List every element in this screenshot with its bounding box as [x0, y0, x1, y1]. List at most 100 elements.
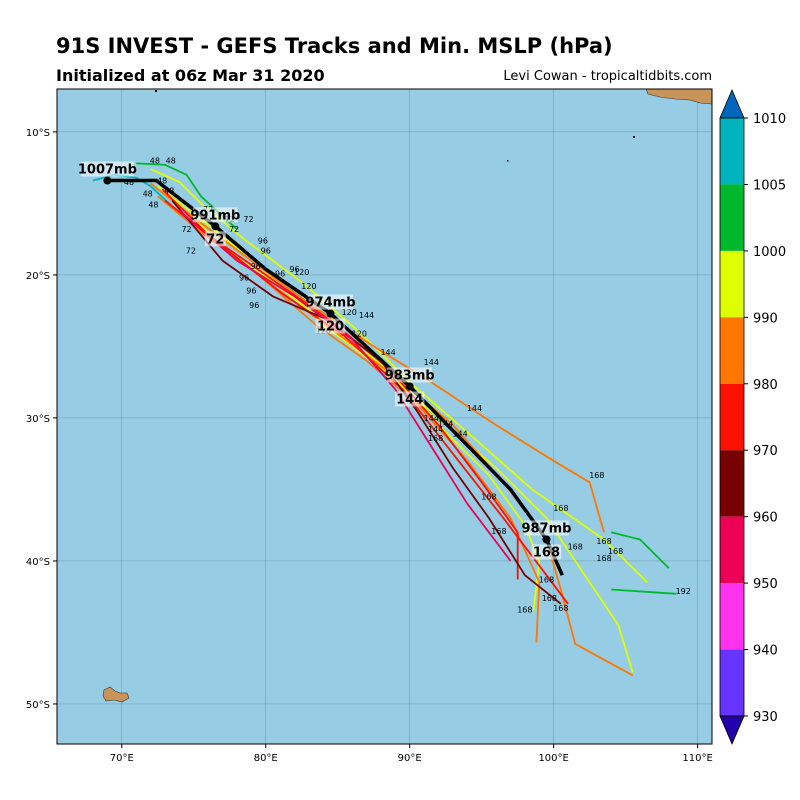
mean-hour-label: 120: [317, 320, 344, 335]
forecast-hour-label: 72: [186, 246, 196, 255]
forecast-hour-label: 96: [239, 274, 249, 283]
forecast-hour-label: 48: [148, 201, 158, 210]
forecast-hour-label: 168: [553, 604, 568, 613]
pressure-label-box: [387, 367, 433, 383]
forecast-hour-label: 120: [294, 268, 309, 277]
islet: [633, 136, 635, 138]
colorbar-tick-label: 1010: [753, 112, 786, 127]
islet: [507, 160, 509, 162]
colorbar-band: [720, 317, 744, 384]
ensemble-member-track: [610, 531, 670, 569]
forecast-hour-label: 168: [589, 471, 604, 480]
ensemble-member-track: [178, 209, 512, 562]
mean-hour-label: 144: [396, 392, 423, 407]
forecast-hour-label: 48: [150, 156, 160, 165]
mean-hour-label: 72: [206, 232, 224, 247]
colorbar-bottom-extension: [719, 715, 745, 746]
forecast-hour-label: 168: [539, 575, 554, 584]
forecast-hour-label: 192: [676, 587, 691, 596]
colorbar-tick-label: 930: [753, 710, 778, 725]
hour-label-box: [531, 544, 562, 560]
forecast-hour-label: 144: [380, 348, 395, 357]
forecast-hour-label: 96: [258, 236, 268, 245]
mean-pressure-label: 983mb: [385, 368, 435, 383]
map-credit: Levi Cowan - tropicaltidbits.com: [503, 69, 712, 84]
ensemble-member-track: [611, 588, 677, 595]
forecast-hour-label: 144: [452, 430, 467, 439]
forecast-hour-label: 144: [359, 311, 374, 320]
forecast-hour-label: 72: [181, 225, 191, 234]
pressure-label-box: [80, 161, 134, 177]
colorbar-band: [720, 649, 744, 716]
colorbar-tick-label: 1000: [753, 245, 786, 260]
forecast-hour-label: 96: [249, 301, 259, 310]
colorbar-tick-label: 980: [753, 378, 778, 393]
lon-tick-label: 80°E: [254, 753, 278, 764]
mean-pressure-label: 991mb: [190, 208, 240, 223]
forecast-hour-label: 96: [261, 246, 271, 255]
colorbar-band: [720, 583, 744, 650]
mean-position-marker: [103, 176, 112, 185]
forecast-hour-label: 168: [596, 537, 611, 546]
forecast-hour-label: 168: [553, 504, 568, 513]
hour-label-box: [394, 391, 425, 407]
ensemble-member-track: [150, 168, 648, 584]
pressure-label-box: [523, 520, 569, 536]
lat-tick-label: 30°S: [26, 414, 50, 425]
mean-pressure-label: 1007mb: [78, 163, 137, 178]
colorbar-top-extension: [719, 88, 745, 119]
lon-tick-label: 90°E: [398, 753, 422, 764]
forecast-hour-label: 168: [491, 527, 506, 536]
hour-label-box: [204, 231, 226, 247]
mean-position-marker: [542, 535, 551, 544]
ensemble-member-track: [171, 200, 562, 605]
colorbar-tick-label: 1005: [753, 178, 786, 193]
forecast-hour-label: 144: [467, 404, 482, 413]
colorbar-band: [720, 516, 744, 584]
forecast-hour-label: 72: [229, 225, 239, 234]
lon-tick-label: 70°E: [110, 753, 134, 764]
colorbar-tick-label: 970: [753, 444, 778, 459]
forecast-hour-label: 168: [596, 554, 611, 563]
colorbar-band: [720, 450, 744, 517]
colorbar-band: [720, 383, 744, 451]
map-content: 4848484848484872727272727296969696969696…: [57, 89, 712, 744]
forecast-hour-label: 48: [157, 176, 167, 185]
forecast-hour-label: 48: [143, 189, 153, 198]
forecast-hour-label: 120: [352, 329, 367, 338]
colorbar-band: [720, 250, 744, 318]
mean-pressure-label: 987mb: [521, 521, 571, 536]
colorbar-tick-label: 990: [753, 311, 778, 326]
forecast-hour-label: 168: [428, 434, 443, 443]
hour-label-box: [315, 318, 346, 334]
lat-tick-label: 20°S: [26, 271, 50, 282]
colorbar-border: [719, 117, 745, 717]
mean-hour-label: 168: [533, 545, 560, 560]
colorbar-tick-label: 950: [753, 577, 778, 592]
forecast-hour-label: 144: [424, 414, 439, 423]
forecast-hour-label: 168: [608, 547, 623, 556]
map-subtitle: Initialized at 06z Mar 31 2020: [56, 66, 325, 85]
landmass-north-east: [645, 89, 712, 105]
map-title: 91S INVEST - GEFS Tracks and Min. MSLP (…: [56, 34, 613, 58]
plot-border: [56, 88, 713, 745]
forecast-hour-label: 168: [542, 594, 557, 603]
forecast-hour-label: 144: [424, 358, 439, 367]
pressure-label-box: [192, 207, 238, 223]
lat-tick-label: 40°S: [26, 557, 50, 568]
colorbar-band: [720, 118, 744, 185]
mean-pressure-label: 974mb: [306, 296, 356, 311]
pressure-label-box: [308, 294, 354, 310]
forecast-hour-label: 48: [166, 156, 176, 165]
ocean-background: [57, 89, 712, 744]
colorbar-tick-label: 960: [753, 511, 778, 526]
mean-position-marker: [326, 309, 335, 318]
forecast-hour-label: 168: [568, 543, 583, 552]
forecast-hour-label: 96: [251, 262, 261, 271]
lat-tick-label: 10°S: [26, 128, 50, 139]
islet: [155, 90, 157, 92]
forecast-hour-label: 48: [124, 178, 134, 187]
forecast-hour-label: 96: [289, 265, 299, 274]
forecast-hour-label: 168: [481, 492, 496, 501]
